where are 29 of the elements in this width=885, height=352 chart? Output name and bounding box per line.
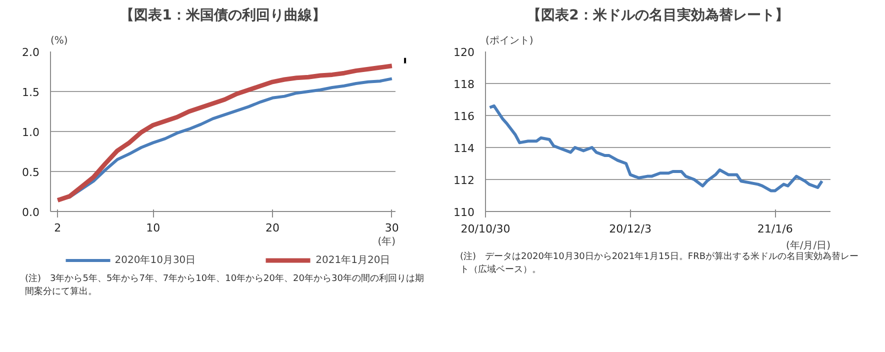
y-tick-label: 118 — [454, 78, 475, 91]
x-axis-title: (年/月/日) — [786, 240, 831, 252]
line-series — [488, 104, 824, 192]
legend-label: 2020年10月30日 — [114, 254, 196, 267]
y-tick-label: 0.0 — [22, 206, 40, 219]
x-tick-label: 20 — [266, 222, 280, 234]
x-tick-label: 21/1/6 — [757, 222, 793, 236]
x-tick-label: 20/10/30 — [460, 222, 510, 236]
y-tick-label: 2.0 — [22, 46, 40, 59]
x-tick-label: 20/12/3 — [609, 222, 652, 236]
y-tick-label: 1.0 — [22, 126, 40, 139]
y-tick-label: 112 — [454, 174, 475, 187]
legend-label: 2021年1月20日 — [316, 254, 390, 267]
y-tick-label: 120 — [454, 46, 475, 59]
text: (注) データは2020年10月30日から2021年1月15日。FRBが算出する米ドルの名目実効為替レート（広域ベース）。 — [460, 251, 860, 277]
y-axis-title: (ポイント) — [486, 36, 534, 46]
y-tick-label: 114 — [454, 142, 475, 155]
x-tick-label: 10 — [146, 222, 160, 234]
x-axis-title: (年) — [378, 236, 396, 248]
x-tick-label: 2 — [54, 222, 62, 234]
chart-title: 【図表1：米国債の利回り曲線】 — [120, 8, 326, 24]
y-tick-label: 116 — [454, 110, 475, 123]
chart-title: 【図表2：米ドルの名目実効為替レート】 — [527, 6, 789, 24]
y-tick-label: 110 — [454, 206, 475, 219]
text: (注) 3年から5年、5年から7年、7年から10年、10年から20年、20年から30年の間の利回りは期間案分にて算出。 — [25, 273, 425, 299]
y-tick-label: 0.5 — [22, 166, 40, 179]
y-tick-label: 1.5 — [22, 86, 40, 99]
x-tick-label: 30 — [384, 222, 399, 234]
y-axis-title: (%) — [50, 36, 68, 46]
